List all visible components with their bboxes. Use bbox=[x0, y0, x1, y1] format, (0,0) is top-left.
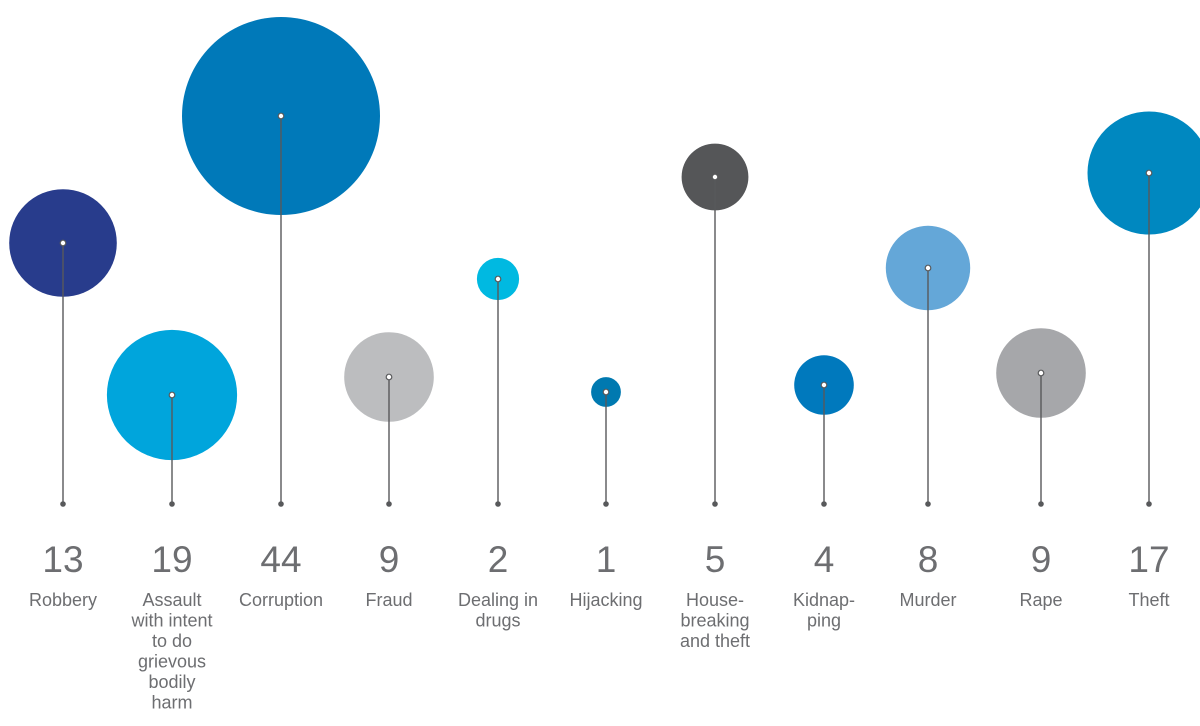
value-label-theft: 17 bbox=[1128, 539, 1169, 580]
value-label-house-breaking-and-theft: 5 bbox=[705, 539, 726, 580]
bubble-group-kidnapping: 4 Kidnap-ping bbox=[793, 355, 855, 631]
category-label-fraud: Fraud bbox=[365, 590, 412, 610]
bubble-group-fraud: 9 Fraud bbox=[344, 332, 434, 610]
stem-top-marker-corruption bbox=[277, 112, 285, 120]
value-label-robbery: 13 bbox=[42, 539, 83, 580]
stem-top-marker-rape bbox=[1037, 369, 1045, 377]
bubble-group-murder: 8 Murder bbox=[885, 225, 971, 610]
category-label-hijacking: Hijacking bbox=[569, 590, 642, 610]
stem-base-marker-theft bbox=[1146, 501, 1152, 507]
value-label-assault-with-intent-to-do-grievous-bodily-harm: 19 bbox=[151, 539, 192, 580]
stem-base-marker-dealing-in-drugs bbox=[495, 501, 501, 507]
value-label-fraud: 9 bbox=[379, 539, 400, 580]
stem-base-marker-kidnapping bbox=[821, 501, 827, 507]
bubble-group-rape: 9 Rape bbox=[996, 328, 1086, 610]
value-label-rape: 9 bbox=[1031, 539, 1052, 580]
stem-base-marker-assault-with-intent-to-do-grievous-bodily-harm bbox=[169, 501, 175, 507]
category-label-robbery: Robbery bbox=[29, 590, 97, 610]
category-label-theft: Theft bbox=[1128, 590, 1169, 610]
value-label-dealing-in-drugs: 2 bbox=[488, 539, 509, 580]
stem-base-marker-murder bbox=[925, 501, 931, 507]
stem-base-marker-fraud bbox=[386, 501, 392, 507]
stem-base-marker-rape bbox=[1038, 501, 1044, 507]
bubble-group-dealing-in-drugs: 2 Dealing in drugs bbox=[458, 257, 538, 631]
bubble-group-hijacking: 1 Hijacking bbox=[569, 377, 643, 610]
stem-top-marker-dealing-in-drugs bbox=[494, 275, 502, 283]
category-label-kidnapping: Kidnap-ping bbox=[793, 590, 855, 631]
bubble-group-theft: 17 Theft bbox=[1087, 111, 1200, 610]
value-label-corruption: 44 bbox=[260, 539, 301, 580]
stem-base-marker-robbery bbox=[60, 501, 66, 507]
category-label-rape: Rape bbox=[1019, 590, 1062, 610]
bubble-group-corruption: 44 Corruption bbox=[182, 17, 380, 610]
stem-base-marker-hijacking bbox=[603, 501, 609, 507]
category-label-assault-with-intent-to-do-grievous-bodily-harm: Assault with intent to do grievous bodily har… bbox=[130, 590, 212, 713]
bubble-theft bbox=[1087, 111, 1200, 235]
stem-base-marker-corruption bbox=[278, 501, 284, 507]
stem-top-marker-house-breaking-and-theft bbox=[711, 173, 719, 181]
stem-top-marker-murder bbox=[924, 264, 932, 272]
stem-base-marker-house-breaking-and-theft bbox=[712, 501, 718, 507]
stem-top-marker-hijacking bbox=[602, 388, 610, 396]
stem-top-marker-fraud bbox=[385, 373, 393, 381]
bubble-group-robbery: 13 Robbery bbox=[9, 189, 117, 610]
stem-top-marker-assault-with-intent-to-do-grievous-bodily-harm bbox=[168, 391, 176, 399]
bubble-group-house-breaking-and-theft: 5 House-breaking and theft bbox=[680, 143, 750, 651]
value-label-kidnapping: 4 bbox=[814, 539, 835, 580]
value-label-hijacking: 1 bbox=[596, 539, 617, 580]
stem-top-marker-robbery bbox=[59, 239, 67, 247]
bubble-group-assault-with-intent-to-do-grievous-bodily-harm: 19 Assault with intent to do grievous bodily h… bbox=[106, 329, 238, 713]
stem-top-marker-theft bbox=[1145, 169, 1153, 177]
category-label-house-breaking-and-theft: House-breaking and theft bbox=[680, 590, 750, 651]
category-label-murder: Murder bbox=[899, 590, 956, 610]
category-label-corruption: Corruption bbox=[239, 590, 323, 610]
value-label-murder: 8 bbox=[918, 539, 939, 580]
category-label-dealing-in-drugs: Dealing in drugs bbox=[458, 590, 538, 631]
stem-top-marker-kidnapping bbox=[820, 381, 828, 389]
